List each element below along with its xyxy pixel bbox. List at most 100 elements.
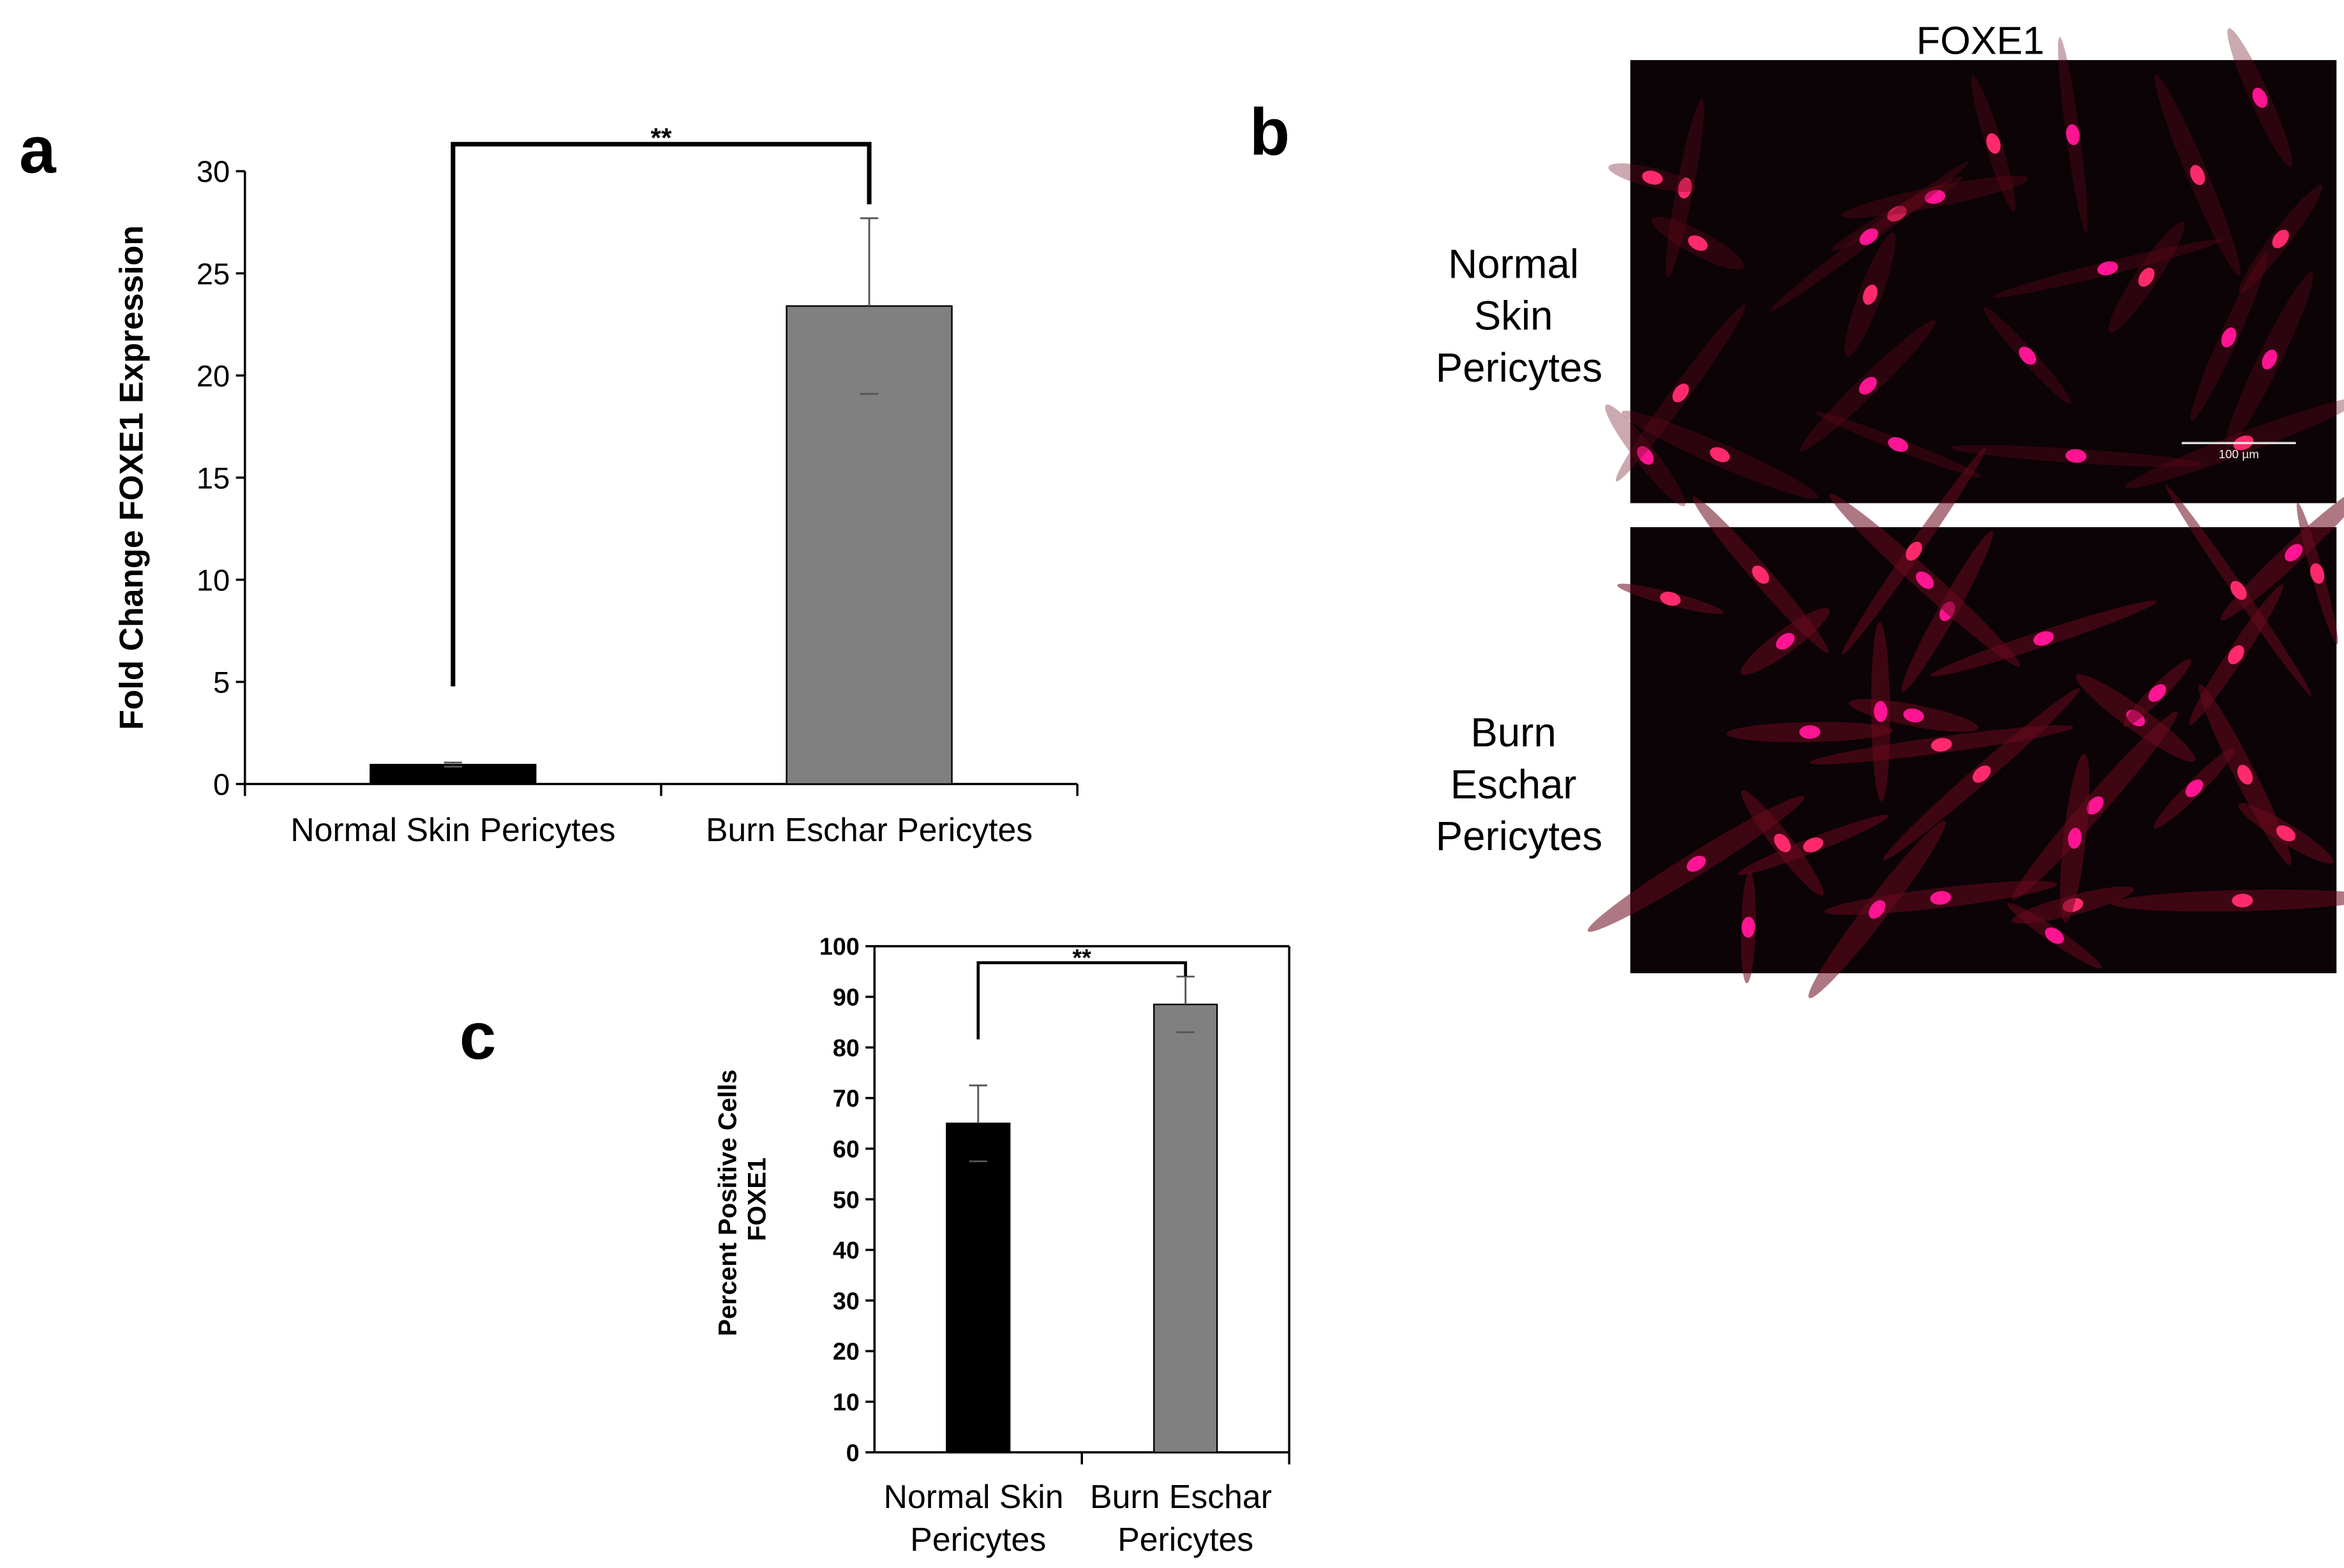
micrograph-title: FOXE1 <box>1916 19 2045 63</box>
x-tick-label: Burn Eschar Pericytes <box>706 811 1033 848</box>
nucleus <box>2148 684 2167 702</box>
x-tick-label: Normal Skin Pericytes <box>290 811 615 848</box>
nucleus <box>1924 190 1946 204</box>
nucleus <box>2185 779 2204 798</box>
nucleus <box>2272 229 2289 249</box>
error-bar <box>1176 975 1195 1033</box>
y-tick-label: 20 <box>833 1338 860 1365</box>
nucleus <box>2228 645 2244 664</box>
text-line: Eschar <box>1451 762 1588 807</box>
text-line: Normal Skin <box>884 1478 1073 1515</box>
nucleus <box>1710 447 1730 463</box>
text-line: Skin <box>1474 294 1564 339</box>
y-tick-label: 25 <box>197 257 230 290</box>
panel-label: a <box>19 113 57 187</box>
significance-label: ** <box>1073 944 1092 971</box>
scale-bar-label: 100 µm <box>2219 447 2259 461</box>
nucleus <box>1752 565 1770 584</box>
nucleus <box>1930 738 1952 752</box>
text-line: FOXE1 <box>743 1158 772 1241</box>
nucleus <box>2033 631 2054 646</box>
nucleus <box>1803 837 1823 853</box>
nucleus <box>1906 541 1922 561</box>
panel-label: c <box>459 999 496 1073</box>
text-line: Burn <box>1470 710 1567 756</box>
nucleus <box>2066 124 2080 146</box>
nucleus <box>2262 349 2278 370</box>
significance-bracket <box>976 961 1188 1040</box>
y-tick-label: 15 <box>197 461 230 495</box>
nucleus <box>1637 446 1654 465</box>
nucleus <box>2285 544 2303 562</box>
y-tick-label: 30 <box>197 154 230 188</box>
nucleus <box>1686 855 1706 872</box>
nucleus <box>2221 327 2237 348</box>
nucleus <box>2045 927 2064 944</box>
nucleus <box>2310 563 2325 584</box>
nucleus <box>1887 205 1907 221</box>
micrograph <box>1587 447 2344 999</box>
y-tick-label: 100 <box>819 933 860 960</box>
significance-bracket <box>451 142 872 687</box>
text-line: Pericytes <box>1436 345 1602 391</box>
nucleus <box>1986 133 2001 154</box>
nucleus <box>2190 165 2206 186</box>
nucleus <box>1775 632 1795 650</box>
nucleus <box>1859 228 1879 246</box>
nucleus <box>1863 284 1878 305</box>
text-line: Pericytes <box>1117 1521 1253 1558</box>
nucleus <box>2068 827 2082 849</box>
nucleus <box>2237 765 2253 785</box>
significance-label: ** <box>650 123 671 153</box>
y-tick-label: 10 <box>197 563 230 597</box>
y-tick-label: 90 <box>833 984 860 1011</box>
nucleus <box>1742 916 1756 938</box>
y-axis-label: Fold Change FOXE1 Expression <box>113 225 150 730</box>
x-tick-label: Burn Eschar Pericytes <box>1090 1478 1281 1558</box>
row-label: Burn Eschar Pericytes <box>1436 710 1602 859</box>
nucleus <box>1888 437 1909 452</box>
nucleus <box>1660 592 1681 606</box>
y-tick-label: 0 <box>846 1439 860 1466</box>
text-line: Burn Eschar <box>1090 1478 1281 1515</box>
nucleus <box>1930 891 1952 905</box>
nucleus <box>2276 825 2295 842</box>
micrograph-background <box>1630 60 2337 504</box>
nucleus <box>1678 177 1692 198</box>
nucleus <box>1874 701 1888 722</box>
nucleus <box>1972 765 1991 783</box>
nucleus <box>2230 581 2247 600</box>
y-tick-label: 80 <box>833 1034 860 1061</box>
text-line: Pericytes <box>1436 814 1602 859</box>
y-tick-label: 0 <box>213 767 230 801</box>
nucleus <box>2097 261 2118 276</box>
y-tick-label: 40 <box>833 1237 860 1264</box>
nucleus <box>1903 708 1924 722</box>
nucleus <box>1642 170 1663 185</box>
nucleus <box>1869 900 1886 919</box>
nucleus <box>2086 796 2104 815</box>
y-tick-label: 70 <box>833 1085 860 1112</box>
nucleus <box>1773 833 1791 853</box>
y-tick-label: 30 <box>833 1287 860 1314</box>
nucleus <box>1859 377 1877 395</box>
y-tick-label: 20 <box>197 359 230 392</box>
bar <box>370 763 537 785</box>
bar <box>946 1123 1011 1453</box>
nucleus <box>2019 347 2036 365</box>
panel-label: b <box>1250 94 1290 168</box>
y-tick-label: 60 <box>833 1135 860 1162</box>
x-tick-label: Normal Skin Pericytes <box>884 1478 1073 1558</box>
nucleus <box>2232 893 2253 907</box>
bar <box>1153 1003 1218 1453</box>
y-tick-label: 5 <box>213 665 230 699</box>
error-bar <box>860 217 879 395</box>
bar <box>786 305 953 785</box>
nucleus <box>1799 725 1821 739</box>
row-label: Normal Skin Pericytes <box>1436 241 1602 390</box>
error-bar <box>969 1084 987 1163</box>
nucleus <box>1688 235 1708 251</box>
nucleus <box>2252 87 2268 108</box>
nucleus <box>2138 267 2155 287</box>
